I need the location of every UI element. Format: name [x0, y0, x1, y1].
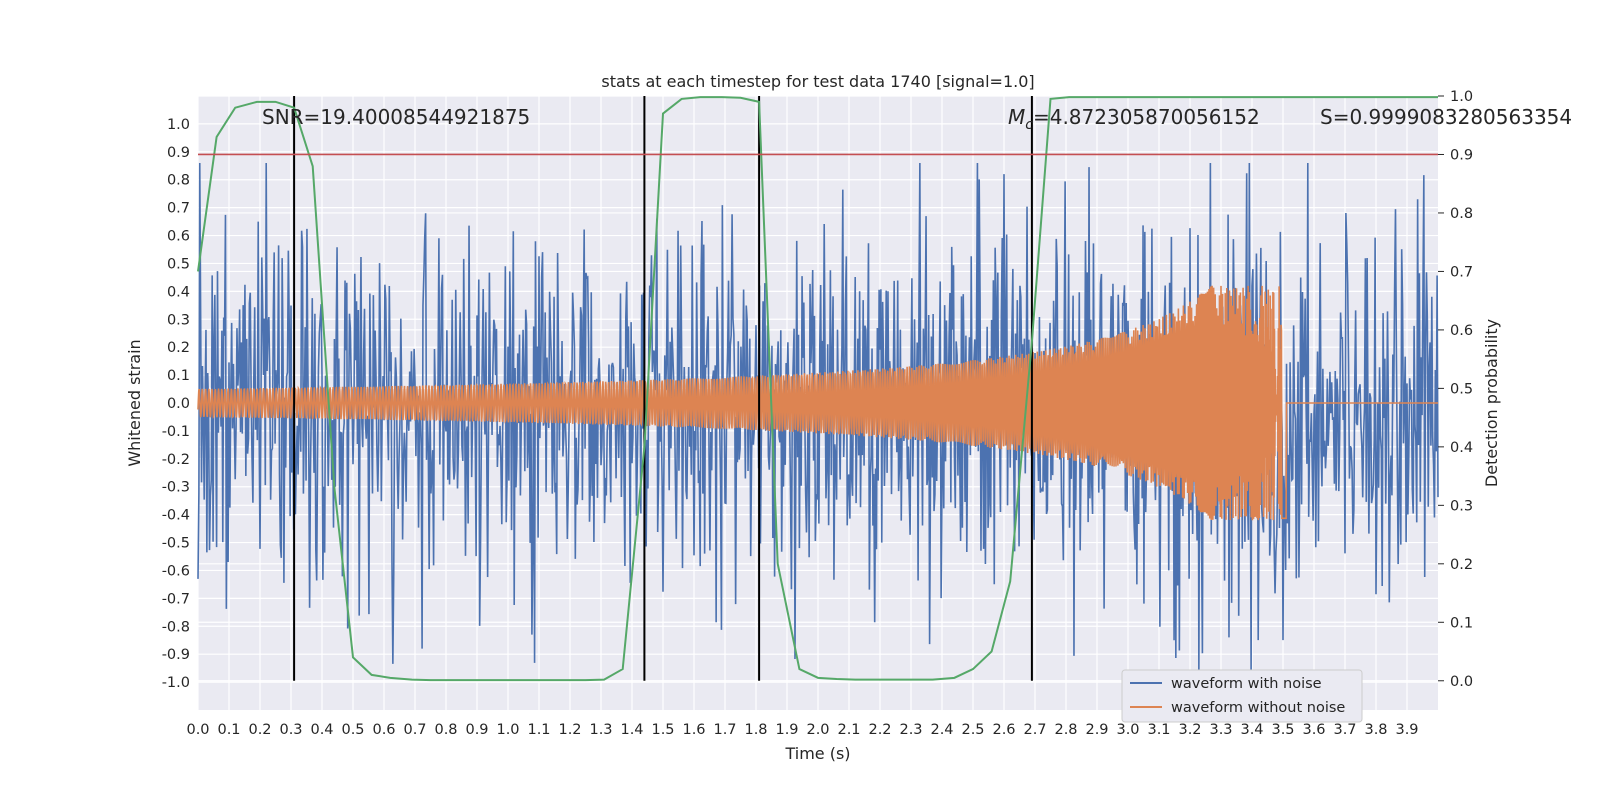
- y-tick-label: 0.1: [167, 368, 190, 384]
- y2-tick-label: 0.3: [1450, 498, 1473, 514]
- x-tick-label: 2.1: [837, 722, 860, 738]
- x-tick-label: 0.0: [186, 722, 209, 738]
- x-tick-label: 0.5: [341, 722, 364, 738]
- y2-tick-label: 0.6: [1450, 323, 1473, 339]
- x-tick-label: 2.0: [806, 722, 829, 738]
- snr-annotation: SNR=19.40008544921875: [262, 105, 530, 129]
- y-tick-label: 0.6: [167, 229, 190, 245]
- y-tick-label: -0.2: [162, 452, 190, 468]
- x-tick-label: 1.1: [527, 722, 550, 738]
- x-tick-label: 2.6: [992, 722, 1015, 738]
- x-tick-label: 0.1: [217, 722, 240, 738]
- x-tick-label: 0.8: [434, 722, 457, 738]
- clean-waveform-line: [197, 285, 1438, 521]
- y-tick-label: 0.4: [167, 284, 190, 300]
- chirp-mass-value: =4.872305870056152: [1033, 105, 1260, 129]
- x-tick-label: 2.9: [1085, 722, 1108, 738]
- y2-tick-label: 0.9: [1450, 147, 1473, 163]
- y2-tick-label: 1.0: [1450, 89, 1473, 105]
- y2-tick-label: 0.0: [1450, 674, 1473, 690]
- x-tick-label: 2.3: [899, 722, 922, 738]
- x-tick-label: 2.5: [961, 722, 984, 738]
- chirp-mass-symbol: M: [1008, 105, 1025, 129]
- legend: waveform with noise waveform without noi…: [1121, 669, 1363, 723]
- y2-tick-label: 0.2: [1450, 557, 1473, 573]
- y2-tick-label: 0.5: [1450, 381, 1473, 397]
- legend-label-clean: waveform without noise: [1171, 700, 1345, 716]
- x-tick-label: 0.7: [403, 722, 426, 738]
- x-axis-ticks: 0.0 0.1 0.2 0.3 0.4 0.5 0.6 0.7 0.8 0.9 1.0 1.1 1.2 1…: [186, 722, 1418, 738]
- y-axis-ticks: 1.0 0.9 0.8 0.7 0.6 0.5 0.4 0.3 0.2 0.1 0.0 -0.1 -0.…: [162, 117, 190, 691]
- y-tick-label: 0.0: [167, 396, 190, 412]
- vertical-marker-lines: [293, 96, 1033, 681]
- x-tick-label: 1.2: [558, 722, 581, 738]
- y-tick-label: 0.8: [167, 173, 190, 189]
- y-tick-label: -0.5: [162, 536, 190, 552]
- x-tick-label: 3.7: [1333, 722, 1356, 738]
- y-tick-label: -1.0: [162, 675, 190, 691]
- chirp-mass-annotation: Mc=4.872305870056152: [1008, 105, 1260, 133]
- x-tick-label: 0.6: [372, 722, 395, 738]
- x-tick-label: 3.4: [1240, 722, 1263, 738]
- detection-probability-line: [197, 96, 1438, 682]
- legend-label-noisy: waveform with noise: [1171, 676, 1322, 692]
- y2-axis-label: Detection probability: [1482, 319, 1501, 487]
- y2-tick-label: 0.4: [1450, 440, 1473, 456]
- s-annotation: S=0.9999083280563354: [1320, 105, 1572, 129]
- x-tick-label: 2.8: [1054, 722, 1077, 738]
- y-tick-label: -0.1: [162, 424, 190, 440]
- y-tick-label: -0.4: [162, 508, 190, 524]
- x-tick-label: 3.6: [1302, 722, 1325, 738]
- y-tick-label: 0.5: [167, 256, 190, 272]
- x-tick-label: 3.9: [1395, 722, 1418, 738]
- chirp-mass-subscript: c: [1025, 117, 1033, 133]
- x-tick-label: 2.2: [868, 722, 891, 738]
- x-tick-label: 1.4: [620, 722, 643, 738]
- x-tick-label: 0.2: [248, 722, 271, 738]
- x-axis-label: Time (s): [784, 744, 850, 763]
- x-tick-label: 1.8: [744, 722, 767, 738]
- x-tick-label: 2.4: [930, 722, 953, 738]
- y-tick-label: -0.8: [162, 619, 190, 635]
- x-tick-label: 2.7: [1023, 722, 1046, 738]
- y-tick-label: -0.6: [162, 563, 190, 579]
- y-axis-label: Whitened strain: [125, 339, 144, 466]
- legend-box: [1121, 669, 1363, 723]
- y2-tick-label: 0.8: [1450, 206, 1473, 222]
- x-tick-label: 1.7: [713, 722, 736, 738]
- y-tick-label: 0.3: [167, 312, 190, 328]
- y-tick-label: 1.0: [167, 117, 190, 133]
- y2-axis-ticks: 1.0 0.9 0.8 0.7 0.6 0.5 0.4 0.3 0.2 0.1 0.0: [1438, 89, 1473, 690]
- y-tick-label: -0.9: [162, 647, 190, 663]
- x-tick-label: 0.9: [465, 722, 488, 738]
- y-tick-label: -0.3: [162, 480, 190, 496]
- y-tick-label: -0.7: [162, 591, 190, 607]
- chart-title: stats at each timestep for test data 174…: [601, 72, 1034, 91]
- x-tick-label: 1.6: [682, 722, 705, 738]
- x-tick-label: 3.3: [1209, 722, 1232, 738]
- clean-waveform-series: [197, 285, 1438, 521]
- y-tick-label: 0.9: [167, 145, 190, 161]
- y-tick-label: 0.2: [167, 340, 190, 356]
- x-tick-label: 1.3: [589, 722, 612, 738]
- x-tick-label: 0.3: [279, 722, 302, 738]
- y2-tick-label: 0.7: [1450, 264, 1473, 280]
- detection-probability-series: [197, 96, 1438, 682]
- x-tick-label: 3.1: [1147, 722, 1170, 738]
- y2-tick-label: 0.1: [1450, 615, 1473, 631]
- x-tick-label: 3.0: [1116, 722, 1139, 738]
- x-tick-label: 1.5: [651, 722, 674, 738]
- x-tick-label: 3.5: [1271, 722, 1294, 738]
- x-tick-label: 1.9: [775, 722, 798, 738]
- x-tick-label: 0.4: [310, 722, 333, 738]
- x-tick-label: 1.0: [496, 722, 519, 738]
- x-tick-label: 3.2: [1178, 722, 1201, 738]
- y-tick-label: 0.7: [167, 201, 190, 217]
- x-tick-label: 3.8: [1364, 722, 1387, 738]
